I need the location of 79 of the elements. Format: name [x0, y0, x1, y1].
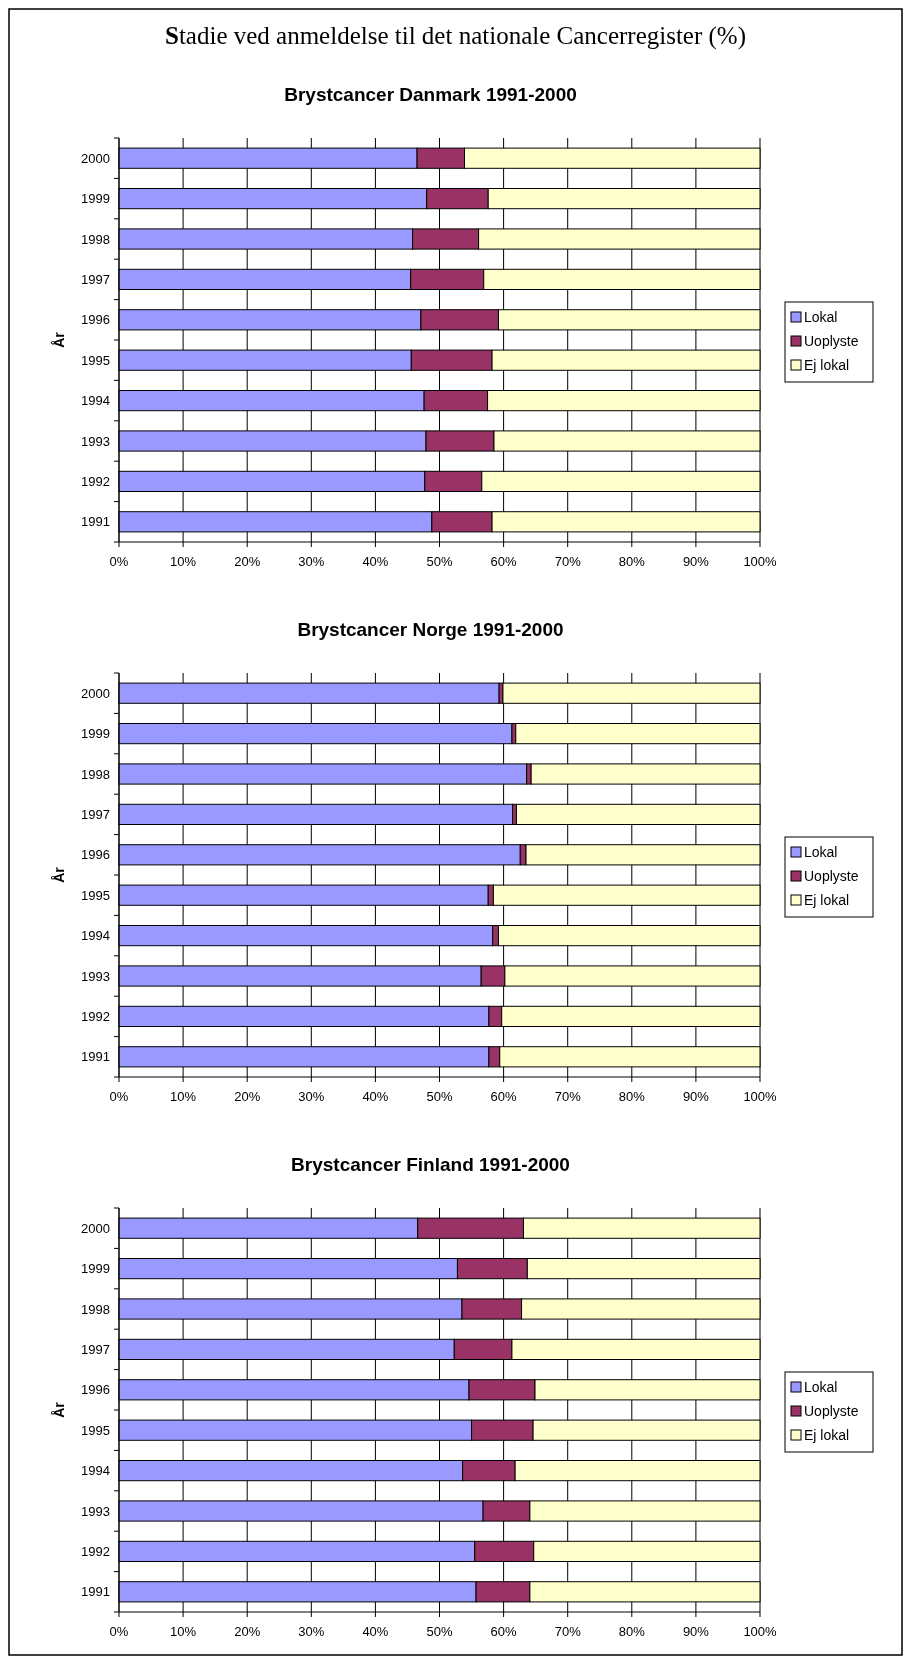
legend-label: Ej lokal — [804, 357, 850, 373]
x-tick-label: 50% — [426, 554, 453, 569]
y-tick-label: 1991 — [81, 1049, 110, 1065]
x-tick-label: 60% — [490, 1624, 518, 1639]
y-tick-label: 1996 — [81, 847, 110, 863]
x-tick-label: 30% — [298, 1624, 325, 1639]
legend-label: Ej lokal — [804, 1427, 850, 1443]
x-tick-label: 20% — [234, 554, 261, 569]
x-tick-label: 100% — [743, 1624, 778, 1639]
y-tick-label: 2000 — [81, 685, 110, 701]
y-tick-label: 1992 — [81, 1008, 110, 1024]
y-tick-label: 1996 — [81, 1382, 110, 1398]
x-tick-label: 90% — [682, 1624, 710, 1639]
y-tick-label: 2000 — [81, 150, 110, 166]
x-tick-label: 50% — [426, 1089, 453, 1104]
x-tick-label: 80% — [618, 1089, 646, 1104]
y-tick-label: 1995 — [81, 1422, 110, 1438]
y-tick-label: 1993 — [81, 968, 110, 984]
y-tick-label: 1992 — [81, 1543, 110, 1559]
y-tick-label: 1999 — [81, 1261, 110, 1277]
x-tick-label: 40% — [362, 1624, 389, 1639]
legend-label: Lokal — [804, 1379, 838, 1395]
y-tick-label: 2000 — [81, 1220, 110, 1236]
x-tick-label: 60% — [490, 554, 518, 569]
x-tick-label: 50% — [426, 1624, 453, 1639]
y-tick-label: 1994 — [81, 1463, 110, 1479]
y-tick-label: 1999 — [81, 191, 110, 207]
text: Stadie ved anmeldelse til det nationale Cancerregister (%) — [164, 22, 747, 50]
x-tick-label: 80% — [618, 1624, 646, 1639]
legend-label: Uoplyste — [804, 1403, 859, 1419]
x-tick-label: 30% — [298, 554, 325, 569]
x-tick-label: 70% — [554, 1089, 582, 1104]
x-tick-label: 90% — [682, 554, 710, 569]
legend-label: Uoplyste — [804, 868, 859, 884]
y-axis-title: År — [51, 866, 67, 883]
y-axis-title: År — [51, 1401, 67, 1418]
chart-title: Brystcancer Norge 1991-2000 — [297, 619, 564, 640]
y-tick-label: 1997 — [81, 1341, 110, 1357]
x-tick-label: 10% — [170, 1624, 197, 1639]
x-tick-label: 20% — [234, 1089, 261, 1104]
y-tick-label: 1998 — [81, 1301, 110, 1317]
x-tick-label: 0% — [109, 1624, 129, 1639]
y-tick-label: 1997 — [81, 806, 110, 822]
x-tick-label: 70% — [554, 1624, 582, 1639]
x-tick-label: 60% — [490, 1089, 518, 1104]
x-tick-label: 40% — [362, 1089, 389, 1104]
y-tick-label: 1995 — [81, 887, 110, 903]
legend-label: Ej lokal — [804, 892, 850, 908]
chart-title: Brystcancer Finland 1991-2000 — [291, 1154, 570, 1175]
y-tick-label: 1996 — [81, 312, 110, 328]
x-tick-label: 0% — [109, 1089, 129, 1104]
y-tick-label: 1999 — [81, 726, 110, 742]
x-tick-label: 10% — [170, 1089, 197, 1104]
y-tick-label: 1994 — [81, 393, 110, 409]
y-tick-label: 1993 — [81, 433, 110, 449]
y-tick-label: 1995 — [81, 352, 110, 368]
y-tick-label: 1998 — [81, 766, 110, 782]
y-tick-label: 1998 — [81, 231, 110, 247]
y-tick-label: 1997 — [81, 271, 110, 287]
legend-label: Lokal — [804, 309, 838, 325]
x-tick-label: 40% — [362, 554, 389, 569]
legend-label: Lokal — [804, 844, 838, 860]
x-tick-label: 100% — [743, 554, 778, 569]
y-tick-label: 1991 — [81, 1584, 110, 1600]
y-tick-label: 1991 — [81, 514, 110, 530]
y-tick-label: 1992 — [81, 473, 110, 489]
x-tick-label: 90% — [682, 1089, 710, 1104]
x-tick-label: 100% — [743, 1089, 778, 1104]
legend-label: Uoplyste — [804, 333, 859, 349]
chart-title: Brystcancer Danmark 1991-2000 — [284, 84, 577, 105]
y-tick-label: 1993 — [81, 1503, 110, 1519]
x-tick-label: 10% — [170, 554, 197, 569]
x-tick-label: 0% — [109, 554, 129, 569]
x-tick-label: 70% — [554, 554, 582, 569]
x-tick-label: 30% — [298, 1089, 325, 1104]
x-tick-label: 20% — [234, 1624, 261, 1639]
x-tick-label: 80% — [618, 554, 646, 569]
y-tick-label: 1994 — [81, 928, 110, 944]
y-axis-title: År — [51, 331, 67, 348]
